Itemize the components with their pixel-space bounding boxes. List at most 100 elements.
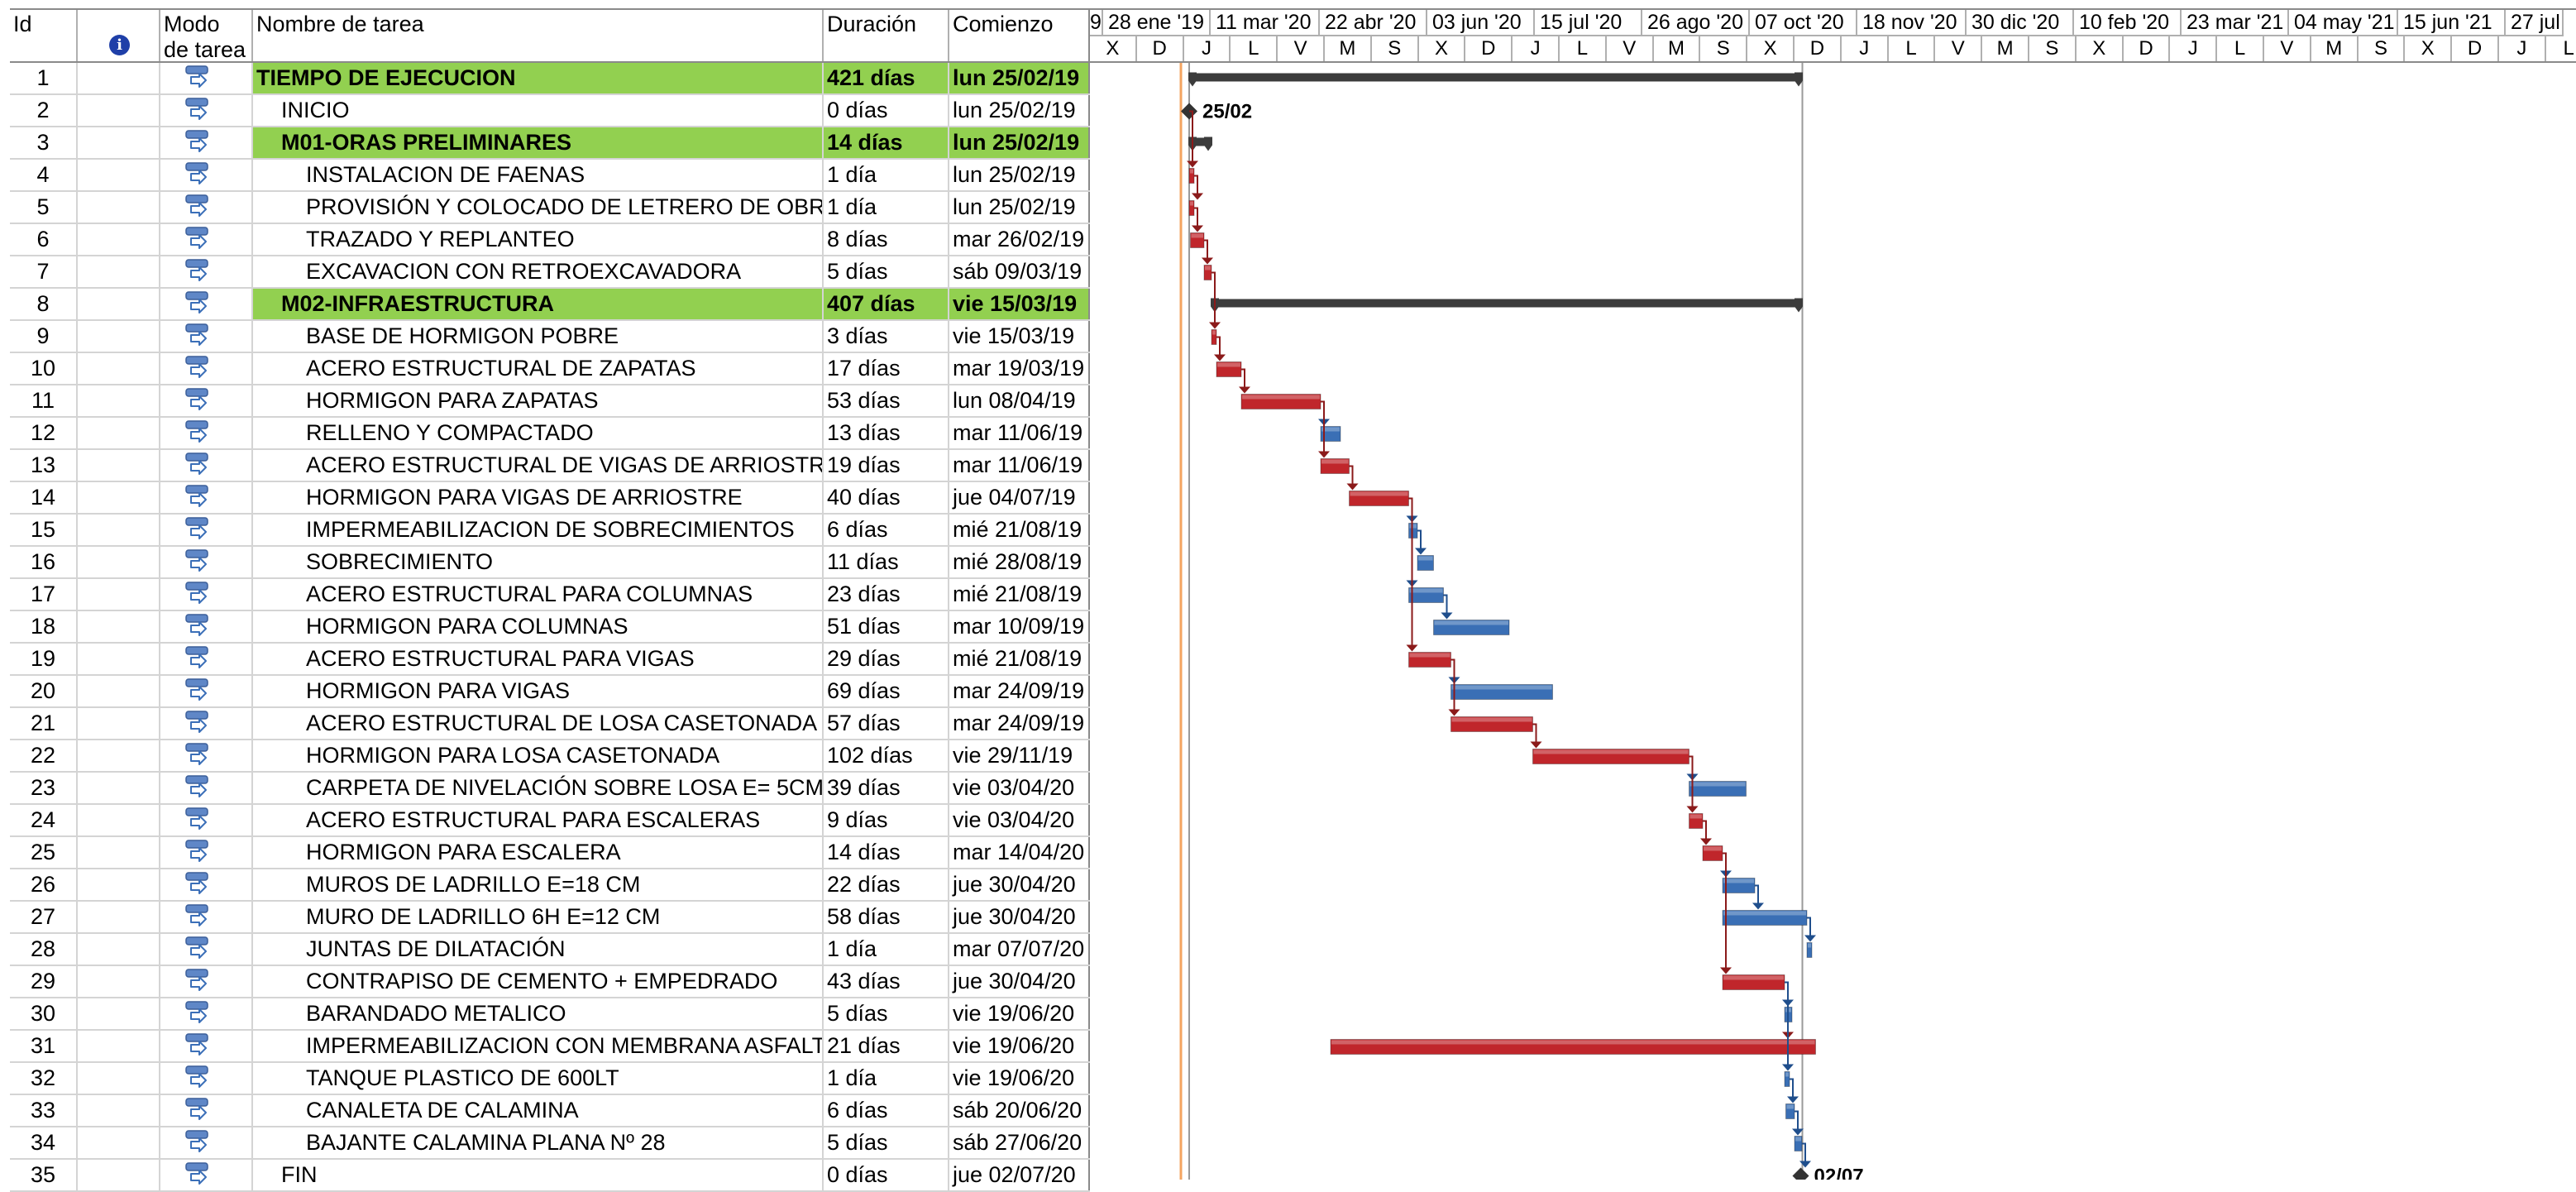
task-row[interactable]: 21 ACERO ESTRUCTURAL DE LOSA CASETONADA 57… xyxy=(10,708,1090,740)
task-row[interactable]: 28 JUNTAS DE DILATACIÓN 1 día mar 07/07/20 xyxy=(10,934,1090,966)
task-name[interactable]: FIN xyxy=(253,1160,824,1190)
task-start[interactable]: mar 26/02/19 xyxy=(949,224,1090,255)
task-start[interactable]: mar 24/09/19 xyxy=(949,676,1090,706)
task-duration[interactable]: 39 días xyxy=(824,773,949,803)
task-row[interactable]: 25 HORMIGON PARA ESCALERA 14 días mar 14/04… xyxy=(10,837,1090,869)
task-name[interactable]: ACERO ESTRUCTURAL DE LOSA CASETONADA xyxy=(253,708,824,739)
task-row[interactable]: 3 M01-ORAS PRELIMINARES 14 días lun 25/02/1… xyxy=(10,127,1090,160)
task-name[interactable]: INSTALACION DE FAENAS xyxy=(253,160,824,190)
task-name[interactable]: CANALETA DE CALAMINA xyxy=(253,1095,824,1126)
task-mode[interactable] xyxy=(160,1127,253,1158)
task-mode[interactable] xyxy=(160,1095,253,1126)
task-mode[interactable] xyxy=(160,740,253,771)
task-name[interactable]: CARPETA DE NIVELACIÓN SOBRE LOSA E= 5CM xyxy=(253,773,824,803)
task-duration[interactable]: 8 días xyxy=(824,224,949,255)
task-start[interactable]: vie 03/04/20 xyxy=(949,773,1090,803)
task-name[interactable]: ACERO ESTRUCTURAL PARA VIGAS xyxy=(253,644,824,674)
task-mode[interactable] xyxy=(160,998,253,1029)
task-row[interactable]: 29 CONTRAPISO DE CEMENTO + EMPEDRADO 43 dí… xyxy=(10,966,1090,998)
task-row[interactable]: 35 FIN 0 días jue 02/07/20 xyxy=(10,1160,1090,1192)
task-mode[interactable] xyxy=(160,321,253,352)
task-start[interactable]: vie 19/06/20 xyxy=(949,1031,1090,1061)
task-duration[interactable]: 53 días xyxy=(824,385,949,416)
task-duration[interactable]: 22 días xyxy=(824,869,949,900)
task-mode[interactable] xyxy=(160,418,253,448)
task-duration[interactable]: 69 días xyxy=(824,676,949,706)
task-row[interactable]: 26 MUROS DE LADRILLO E=18 CM 22 días jue 30… xyxy=(10,869,1090,902)
task-name[interactable]: ACERO ESTRUCTURAL DE VIGAS DE ARRIOSTRE xyxy=(253,450,824,481)
task-row[interactable]: 5 PROVISIÓN Y COLOCADO DE LETRERO DE OBRA… xyxy=(10,192,1090,224)
task-mode[interactable] xyxy=(160,1031,253,1061)
task-name[interactable]: HORMIGON PARA VIGAS DE ARRIOSTRE xyxy=(253,482,824,513)
task-start[interactable]: vie 03/04/20 xyxy=(949,805,1090,835)
task-mode[interactable] xyxy=(160,515,253,545)
task-start[interactable]: lun 25/02/19 xyxy=(949,95,1090,126)
task-duration[interactable]: 0 días xyxy=(824,95,949,126)
task-mode[interactable] xyxy=(160,160,253,190)
task-row[interactable]: 22 HORMIGON PARA LOSA CASETONADA 102 días v… xyxy=(10,740,1090,773)
task-row[interactable]: 24 ACERO ESTRUCTURAL PARA ESCALERAS 9 días… xyxy=(10,805,1090,837)
task-mode[interactable] xyxy=(160,708,253,739)
task-mode[interactable] xyxy=(160,547,253,577)
task-row[interactable]: 12 RELLENO Y COMPACTADO 13 días mar 11/06/1… xyxy=(10,418,1090,450)
task-duration[interactable]: 14 días xyxy=(824,127,949,158)
task-duration[interactable]: 6 días xyxy=(824,515,949,545)
task-duration[interactable]: 29 días xyxy=(824,644,949,674)
task-mode[interactable] xyxy=(160,934,253,965)
task-name[interactable]: MURO DE LADRILLO 6H E=12 CM xyxy=(253,902,824,932)
task-mode[interactable] xyxy=(160,676,253,706)
task-name[interactable]: MUROS DE LADRILLO E=18 CM xyxy=(253,869,824,900)
task-duration[interactable]: 1 día xyxy=(824,934,949,965)
task-mode[interactable] xyxy=(160,579,253,610)
task-start[interactable]: jue 30/04/20 xyxy=(949,902,1090,932)
task-row[interactable]: 33 CANALETA DE CALAMINA 6 días sáb 20/06/20 xyxy=(10,1095,1090,1127)
task-mode[interactable] xyxy=(160,450,253,481)
task-start[interactable]: mar 10/09/19 xyxy=(949,611,1090,642)
task-start[interactable]: mar 14/04/20 xyxy=(949,837,1090,868)
task-start[interactable]: mié 21/08/19 xyxy=(949,515,1090,545)
task-name[interactable]: IMPERMEABILIZACION CON MEMBRANA ASFALTIC… xyxy=(253,1031,824,1061)
task-duration[interactable]: 13 días xyxy=(824,418,949,448)
task-row[interactable]: 16 SOBRECIMIENTO 11 días mié 28/08/19 xyxy=(10,547,1090,579)
task-name[interactable]: TRAZADO Y REPLANTEO xyxy=(253,224,824,255)
task-row[interactable]: 19 ACERO ESTRUCTURAL PARA VIGAS 29 días mié… xyxy=(10,644,1090,676)
task-row[interactable]: 15 IMPERMEABILIZACION DE SOBRECIMIENTOS 6 … xyxy=(10,515,1090,547)
task-start[interactable]: mié 21/08/19 xyxy=(949,579,1090,610)
task-name[interactable]: M02-INFRAESTRUCTURA xyxy=(253,289,824,319)
task-row[interactable]: 32 TANQUE PLASTICO DE 600LT 1 día vie 19/06… xyxy=(10,1063,1090,1095)
task-duration[interactable]: 57 días xyxy=(824,708,949,739)
task-name[interactable]: HORMIGON PARA ZAPATAS xyxy=(253,385,824,416)
task-start[interactable]: mar 11/06/19 xyxy=(949,418,1090,448)
task-row[interactable]: 1 TIEMPO DE EJECUCION 421 días lun 25/02/19 xyxy=(10,63,1090,95)
task-name[interactable]: TIEMPO DE EJECUCION xyxy=(253,63,824,93)
column-header-id[interactable]: Id xyxy=(10,10,78,61)
task-duration[interactable]: 40 días xyxy=(824,482,949,513)
task-start[interactable]: sáb 20/06/20 xyxy=(949,1095,1090,1126)
column-header-duration[interactable]: Duración xyxy=(824,10,949,61)
task-row[interactable]: 11 HORMIGON PARA ZAPATAS 53 días lun 08/04/… xyxy=(10,385,1090,418)
task-name[interactable]: INICIO xyxy=(253,95,824,126)
task-mode[interactable] xyxy=(160,611,253,642)
task-duration[interactable]: 17 días xyxy=(824,353,949,384)
task-duration[interactable]: 0 días xyxy=(824,1160,949,1190)
task-name[interactable]: BAJANTE CALAMINA PLANA Nº 28 xyxy=(253,1127,824,1158)
task-row[interactable]: 7 EXCAVACION CON RETROEXCAVADORA 5 días sáb… xyxy=(10,256,1090,289)
task-row[interactable]: 2 INICIO 0 días lun 25/02/19 xyxy=(10,95,1090,127)
task-name[interactable]: TANQUE PLASTICO DE 600LT xyxy=(253,1063,824,1094)
task-name[interactable]: ACERO ESTRUCTURAL DE ZAPATAS xyxy=(253,353,824,384)
task-row[interactable]: 30 BARANDADO METALICO 5 días vie 19/06/20 xyxy=(10,998,1090,1031)
task-mode[interactable] xyxy=(160,902,253,932)
task-name[interactable]: PROVISIÓN Y COLOCADO DE LETRERO DE OBRA xyxy=(253,192,824,223)
task-duration[interactable]: 11 días xyxy=(824,547,949,577)
task-start[interactable]: sáb 27/06/20 xyxy=(949,1127,1090,1158)
task-duration[interactable]: 1 día xyxy=(824,192,949,223)
task-row[interactable]: 9 BASE DE HORMIGON POBRE 3 días vie 15/03/1… xyxy=(10,321,1090,353)
task-row[interactable]: 31 IMPERMEABILIZACION CON MEMBRANA ASFALT… xyxy=(10,1031,1090,1063)
task-duration[interactable]: 9 días xyxy=(824,805,949,835)
task-mode[interactable] xyxy=(160,127,253,158)
task-row[interactable]: 27 MURO DE LADRILLO 6H E=12 CM 58 días jue … xyxy=(10,902,1090,934)
task-start[interactable]: vie 29/11/19 xyxy=(949,740,1090,771)
task-duration[interactable]: 1 día xyxy=(824,1063,949,1094)
task-start[interactable]: vie 15/03/19 xyxy=(949,289,1090,319)
task-duration[interactable]: 14 días xyxy=(824,837,949,868)
